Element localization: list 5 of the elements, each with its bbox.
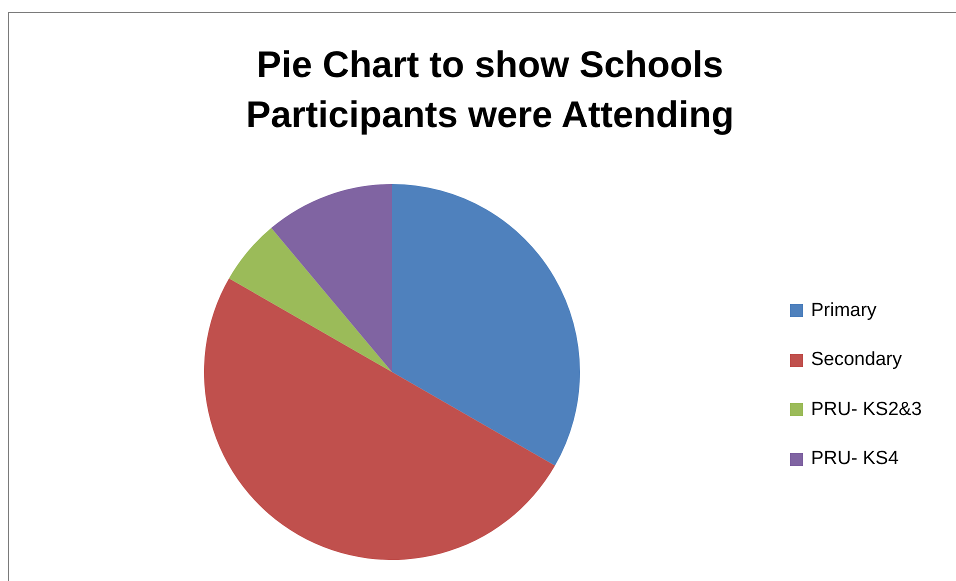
legend-label: PRU- KS2&3 — [811, 398, 922, 421]
legend-label: Primary — [811, 300, 876, 322]
chart-title: Pie Chart to show Schools Participants were Attending — [245, 43, 735, 137]
legend-label: Secondary — [811, 349, 902, 372]
legend-label: PRU- KS4 — [811, 448, 899, 470]
